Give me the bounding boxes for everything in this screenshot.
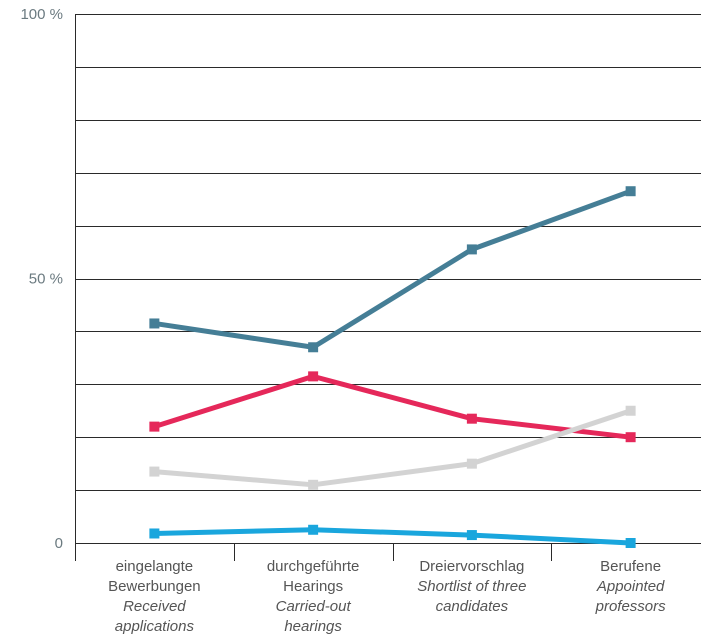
gridlines xyxy=(75,14,701,544)
data-point-marker xyxy=(625,538,636,548)
data-point-marker xyxy=(466,413,477,424)
series-line-1 xyxy=(154,188,632,350)
x-category-label-english: Carried-out xyxy=(276,598,352,615)
data-point-marker xyxy=(308,479,319,490)
x-category-label: durchgeführte xyxy=(267,558,360,575)
data-point-marker xyxy=(466,458,477,469)
series-line-3 xyxy=(154,408,632,488)
x-category-label: eingelangte xyxy=(116,558,194,575)
data-point-marker xyxy=(149,466,160,477)
x-category-label: Bewerbungen xyxy=(108,578,201,595)
x-category-label-english: hearings xyxy=(284,618,342,635)
x-category-label-english: candidates xyxy=(436,598,509,615)
data-point-marker xyxy=(149,528,160,539)
data-point-marker xyxy=(466,530,477,541)
data-point-marker xyxy=(149,421,160,432)
x-category-label-english: applications xyxy=(115,618,195,635)
y-tick-label: 50 % xyxy=(29,271,63,288)
data-point-marker xyxy=(308,371,319,382)
y-axis: 0 50 % 100 % xyxy=(20,6,76,552)
x-category-label-english: Appointed xyxy=(596,578,665,595)
data-point-marker xyxy=(308,524,319,535)
series-lines xyxy=(149,186,636,548)
series-line-4 xyxy=(154,527,631,546)
y-tick-label: 0 xyxy=(55,535,63,552)
y-tick-label: 100 % xyxy=(20,6,63,23)
data-point-marker xyxy=(466,244,477,255)
data-point-marker xyxy=(625,186,636,197)
data-point-marker xyxy=(625,405,636,416)
data-point-marker xyxy=(149,318,160,329)
x-category-label: Berufene xyxy=(600,558,661,575)
x-category-label: Hearings xyxy=(283,578,343,595)
x-axis: eingelangte Bewerbungen Received applicatio… xyxy=(75,543,667,635)
x-category-label: Dreiervorschlag xyxy=(419,558,524,575)
x-category-label-english: Shortlist of three xyxy=(417,578,526,595)
data-point-marker xyxy=(625,432,636,443)
x-category-label-english: professors xyxy=(595,598,667,615)
data-point-marker xyxy=(308,342,319,353)
x-category-label-english: Received xyxy=(123,598,186,615)
series-line-2 xyxy=(153,373,631,440)
